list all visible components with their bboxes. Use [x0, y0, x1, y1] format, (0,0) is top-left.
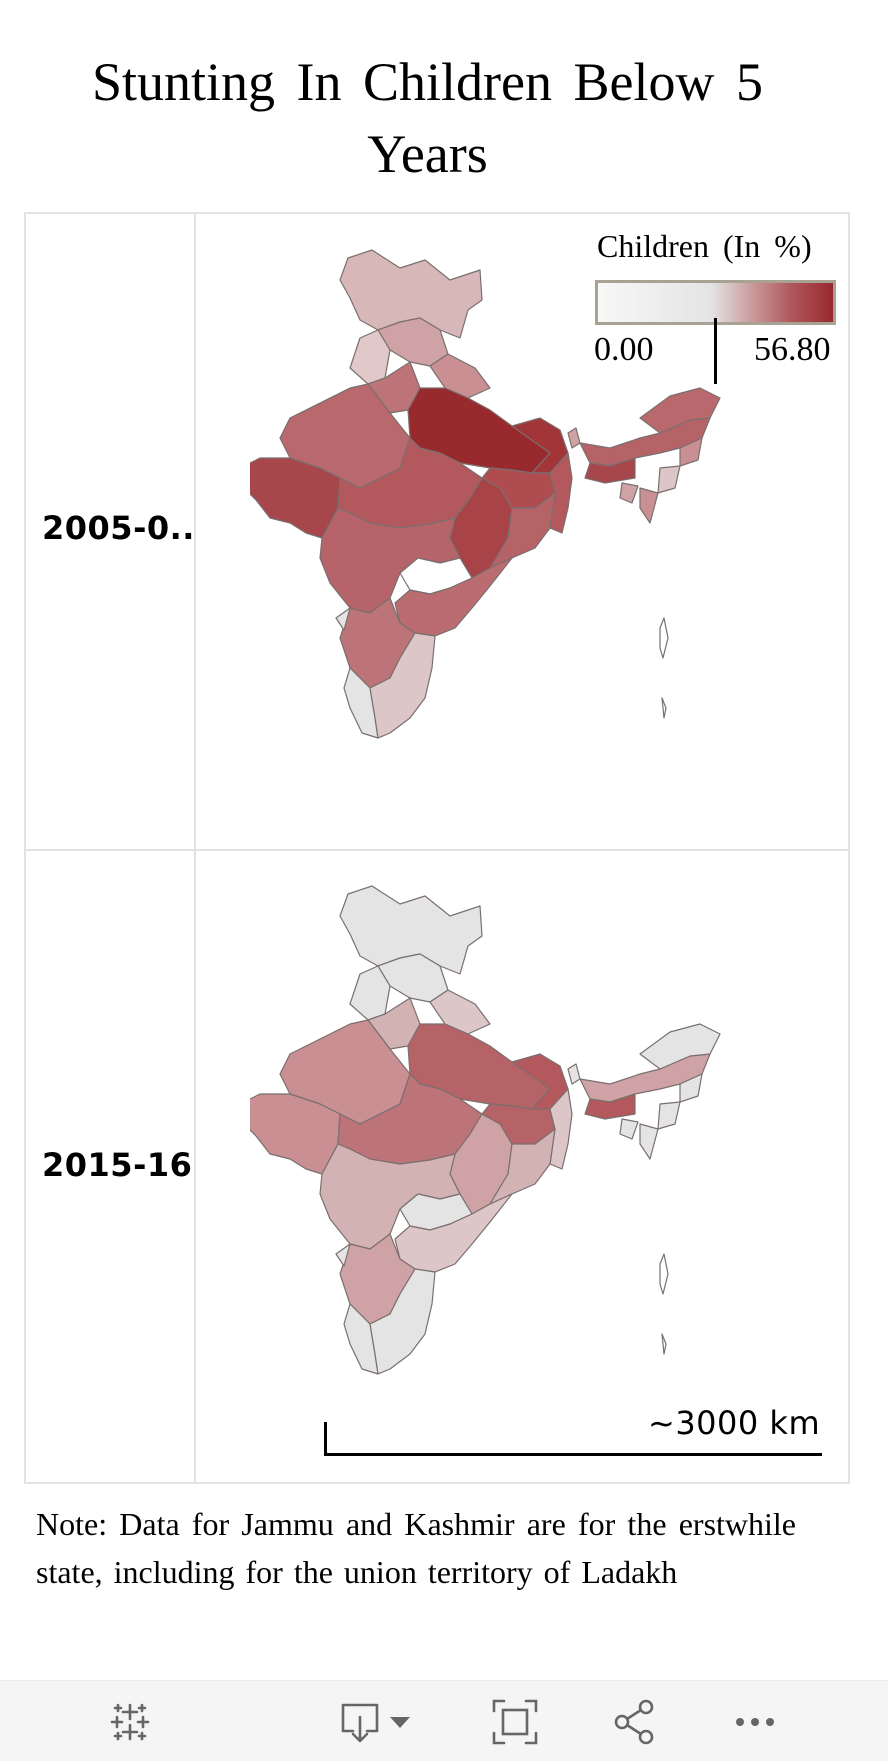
more-icon[interactable]: [725, 1695, 785, 1749]
region-goa: [335, 607, 351, 631]
grid-divider-vertical: [194, 214, 196, 1482]
region-tamil-nadu: [369, 1268, 436, 1375]
region-manipur: [657, 1101, 681, 1130]
region-arunachal: [639, 1023, 721, 1070]
grid-divider-horizontal: [26, 849, 848, 851]
region-goa: [335, 1243, 351, 1267]
region-tripura: [619, 1118, 639, 1140]
india-map-2005[interactable]: [250, 238, 790, 838]
chart-title: Stunting In Children Below 5 Years: [92, 52, 763, 184]
map-grid: 2005-0.. 2015-16: [24, 212, 850, 1484]
row-label-2005: 2005-0..: [42, 509, 195, 547]
footnote: Note: Data for Jammu and Kashmir are for…: [36, 1506, 796, 1590]
tableau-logo-icon[interactable]: [100, 1695, 160, 1749]
legend-max-value: 56.80: [754, 331, 831, 368]
region-odisha: [489, 492, 556, 569]
chevron-down-icon[interactable]: [380, 1695, 420, 1749]
region-andaman: [659, 617, 669, 719]
region-tamil-nadu: [369, 632, 436, 739]
region-odisha: [489, 1128, 556, 1205]
legend-title: Children (In %): [597, 228, 812, 264]
india-map-2015[interactable]: [250, 874, 790, 1474]
download-icon[interactable]: [330, 1695, 390, 1749]
legend-min-value: 0.00: [594, 331, 654, 368]
region-nagaland: [679, 437, 703, 467]
scale-label: ~3000 km: [648, 1404, 821, 1442]
region-meghalaya: [584, 1093, 636, 1120]
region-mizoram: [639, 487, 659, 524]
region-andaman: [659, 1253, 669, 1355]
fullscreen-icon[interactable]: [485, 1695, 545, 1749]
scale-bar: [324, 1422, 822, 1456]
region-manipur: [657, 465, 681, 494]
row-label-2015: 2015-16: [42, 1146, 193, 1184]
region-jammu-kashmir: [339, 249, 483, 339]
region-sikkim: [567, 427, 581, 449]
region-mizoram: [639, 1123, 659, 1160]
region-arunachal: [639, 387, 721, 434]
region-meghalaya: [584, 457, 636, 484]
legend-marker: [714, 318, 717, 384]
region-tripura: [619, 482, 639, 504]
share-icon[interactable]: [605, 1695, 665, 1749]
region-nagaland: [679, 1073, 703, 1103]
viz-toolbar: [0, 1680, 888, 1761]
region-sikkim: [567, 1063, 581, 1085]
region-jammu-kashmir: [339, 885, 483, 975]
